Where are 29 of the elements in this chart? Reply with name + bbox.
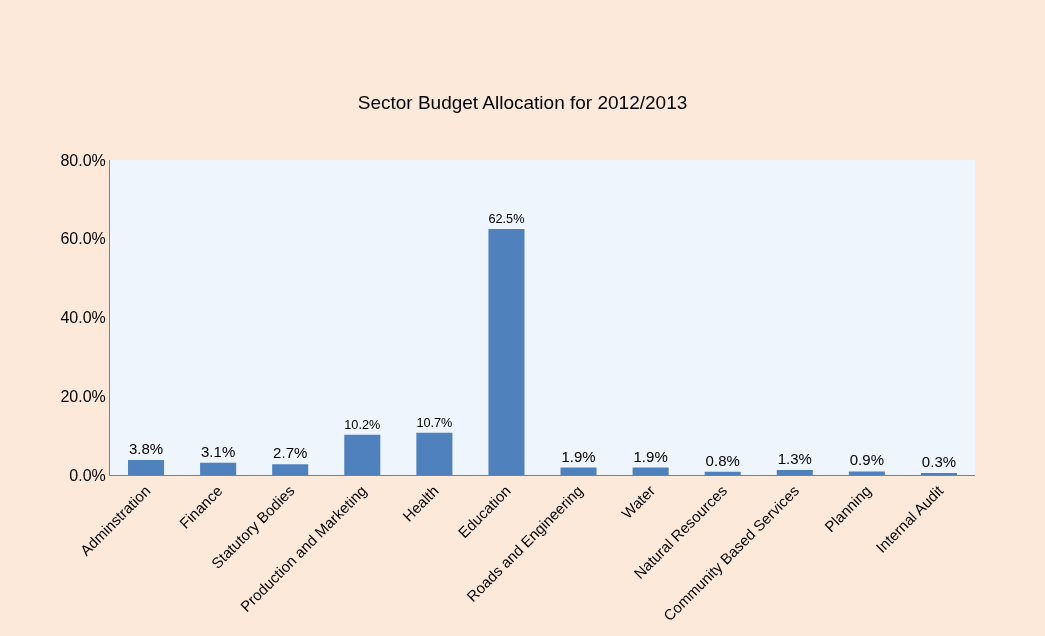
data-label: 1.3% — [777, 449, 812, 467]
y-tick-label: 80.0% — [60, 151, 106, 169]
data-label: 1.9% — [633, 447, 668, 465]
data-label: 10.2% — [344, 418, 381, 433]
bar — [488, 228, 525, 475]
bar — [632, 467, 669, 475]
data-label: 3.8% — [128, 440, 164, 458]
bar — [704, 471, 741, 475]
bar — [416, 432, 453, 475]
data-label: 10.7% — [416, 416, 453, 431]
data-label: 1.9% — [561, 447, 596, 465]
y-tick-label: 60.0% — [60, 230, 106, 248]
bar — [848, 471, 885, 475]
data-label: 2.7% — [273, 444, 308, 462]
data-label: 0.9% — [849, 451, 884, 469]
y-tick-label: 0.0% — [69, 466, 106, 484]
data-label: 0.8% — [705, 451, 740, 469]
bar — [776, 469, 813, 475]
data-label: 3.1% — [201, 442, 236, 460]
bar — [200, 462, 237, 475]
data-label: 0.3% — [921, 453, 957, 470]
chart-title: Sector Budget Allocation for 2012/2013 — [357, 91, 688, 113]
bar — [344, 434, 381, 475]
y-tick-label: 20.0% — [60, 387, 106, 405]
bar — [272, 464, 309, 475]
bar — [128, 460, 165, 475]
data-label: 62.5% — [488, 212, 525, 227]
bar — [560, 467, 597, 475]
y-tick-label: 40.0% — [60, 309, 106, 327]
